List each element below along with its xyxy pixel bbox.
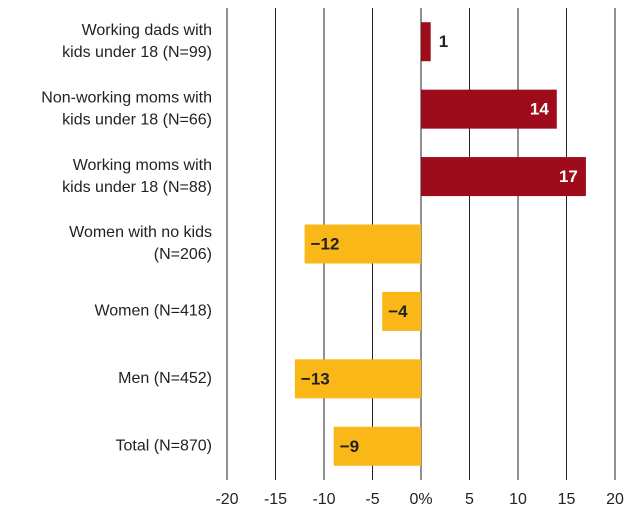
bar — [333, 426, 421, 466]
x-tick-label: -15 — [264, 491, 287, 508]
y-tick-label: Working moms with — [73, 157, 212, 174]
y-tick-label: Women with no kids — [69, 224, 212, 241]
value-label: 1 — [439, 32, 448, 51]
x-tick-label: 20 — [606, 491, 624, 508]
y-tick-label: Non-working moms with — [41, 89, 212, 106]
bar — [294, 359, 421, 399]
bar — [421, 22, 431, 62]
value-label: −9 — [340, 437, 359, 456]
y-tick-label: Men (N=452) — [118, 370, 212, 387]
value-label: −13 — [301, 369, 330, 388]
bar — [421, 157, 586, 197]
x-tick-label: 15 — [558, 491, 576, 508]
x-tick-label: -10 — [312, 491, 335, 508]
value-label: 17 — [559, 167, 578, 186]
y-tick-label: Working dads with — [82, 22, 212, 39]
x-tick-label: -20 — [215, 491, 238, 508]
value-label: 14 — [530, 100, 549, 119]
value-label: −12 — [311, 234, 340, 253]
y-tick-label: Total (N=870) — [116, 438, 213, 455]
y-tick-label: kids under 18 (N=88) — [62, 179, 212, 196]
y-tick-label: kids under 18 (N=66) — [62, 111, 212, 128]
y-tick-label: kids under 18 (N=99) — [62, 44, 212, 61]
x-tick-label: 0% — [409, 491, 432, 508]
x-tick-label: 10 — [509, 491, 527, 508]
value-label: −4 — [388, 302, 408, 321]
bar — [382, 291, 421, 331]
y-tick-label: (N=206) — [154, 246, 212, 263]
bar — [304, 224, 421, 264]
bar — [421, 89, 557, 129]
y-tick-label: Women (N=418) — [94, 303, 212, 320]
x-tick-label: 5 — [465, 491, 474, 508]
x-tick-label: -5 — [365, 491, 379, 508]
